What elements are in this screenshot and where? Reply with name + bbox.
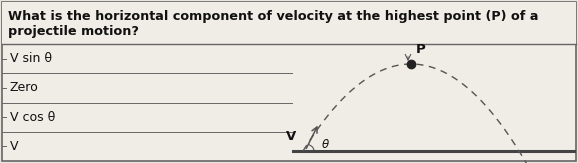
Text: $\theta$: $\theta$ bbox=[321, 138, 330, 150]
Text: V: V bbox=[286, 131, 296, 143]
Text: What is the horizontal component of velocity at the highest point (P) of a: What is the horizontal component of velo… bbox=[8, 10, 539, 23]
Text: Zero: Zero bbox=[10, 81, 39, 94]
Text: projectile motion?: projectile motion? bbox=[8, 25, 139, 38]
Text: V: V bbox=[10, 140, 18, 153]
Text: V cos θ: V cos θ bbox=[10, 111, 55, 124]
Text: P: P bbox=[416, 43, 426, 56]
Text: V sin θ: V sin θ bbox=[10, 52, 52, 65]
Bar bbox=[2, 2, 576, 44]
